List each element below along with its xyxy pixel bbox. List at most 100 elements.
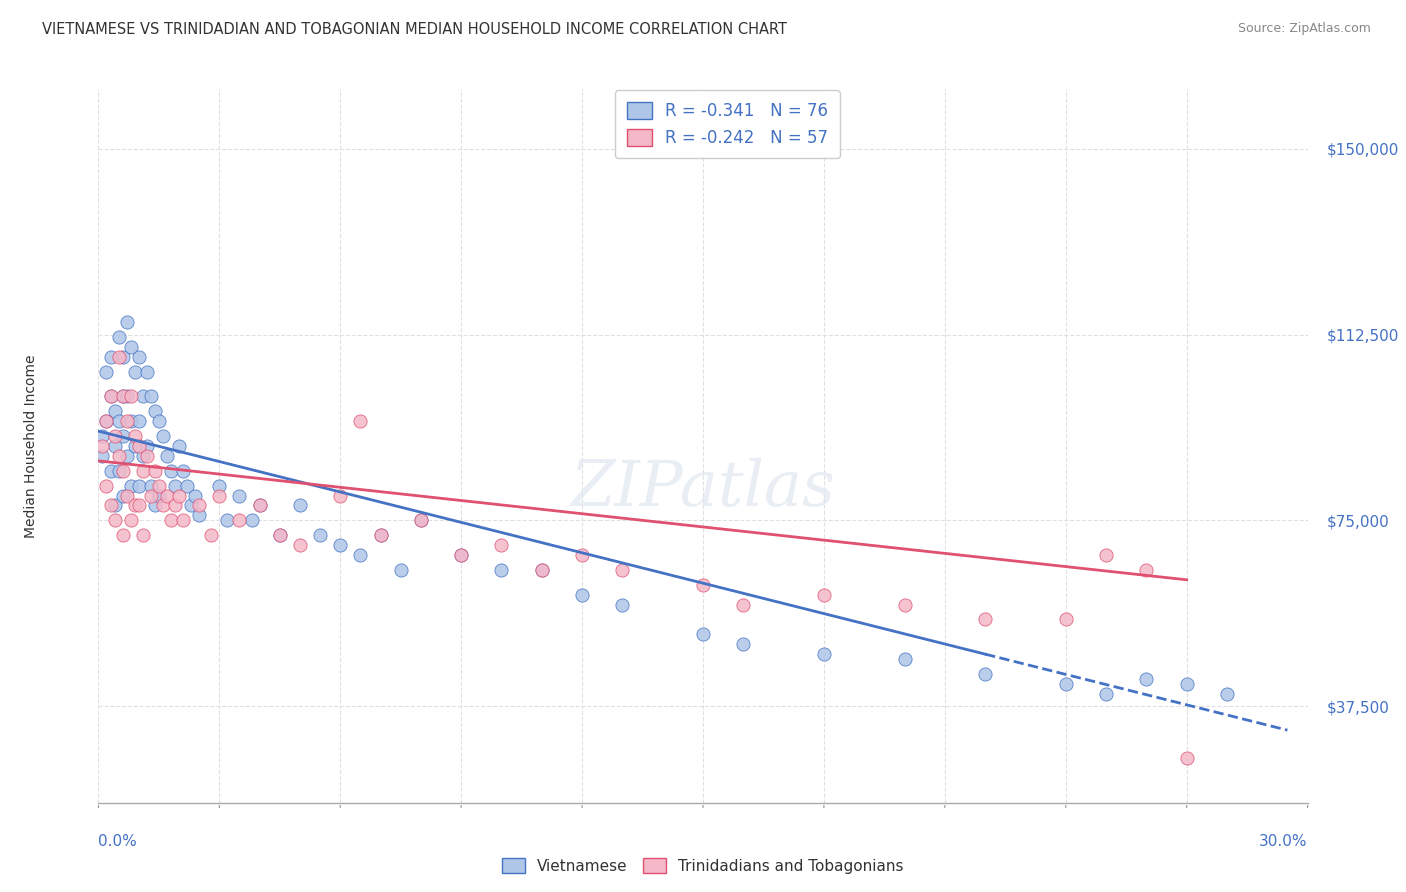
Point: [132, 464, 155, 478]
Point: [180, 499, 202, 513]
Point: [1054, 612, 1077, 626]
Point: [128, 414, 150, 428]
Point: [96, 414, 118, 428]
Point: [370, 528, 392, 542]
Point: [128, 350, 150, 364]
Point: [132, 389, 155, 403]
Point: [135, 439, 157, 453]
Point: [309, 528, 332, 542]
Point: [188, 499, 211, 513]
Point: [132, 528, 155, 542]
Point: [148, 478, 170, 492]
Text: Source: ZipAtlas.com: Source: ZipAtlas.com: [1237, 22, 1371, 36]
Point: [1175, 677, 1198, 691]
Point: [100, 499, 122, 513]
Point: [240, 513, 263, 527]
Point: [1054, 677, 1077, 691]
Point: [111, 389, 134, 403]
Point: [128, 499, 150, 513]
Point: [288, 538, 311, 552]
Point: [148, 414, 170, 428]
Point: [135, 365, 157, 379]
Point: [163, 478, 186, 492]
Point: [120, 513, 142, 527]
Point: [1135, 563, 1157, 577]
Point: [228, 489, 250, 503]
Point: [208, 489, 231, 503]
Legend: Vietnamese, Trinidadians and Tobagonians: Vietnamese, Trinidadians and Tobagonians: [496, 852, 910, 880]
Point: [733, 637, 755, 651]
Point: [120, 389, 142, 403]
Point: [111, 489, 134, 503]
Point: [163, 499, 186, 513]
Point: [612, 598, 634, 612]
Point: [491, 563, 513, 577]
Point: [450, 548, 472, 562]
Point: [111, 528, 134, 542]
Point: [148, 489, 170, 503]
Point: [139, 478, 162, 492]
Point: [115, 449, 138, 463]
Point: [96, 365, 118, 379]
Point: [156, 449, 179, 463]
Point: [288, 499, 311, 513]
Text: ZIPatlas: ZIPatlas: [571, 458, 835, 520]
Point: [128, 439, 150, 453]
Point: [176, 478, 198, 492]
Point: [103, 513, 125, 527]
Point: [491, 538, 513, 552]
Point: [143, 464, 166, 478]
Text: 0.0%: 0.0%: [98, 834, 138, 849]
Point: [115, 489, 138, 503]
Point: [96, 414, 118, 428]
Point: [139, 489, 162, 503]
Point: [91, 449, 114, 463]
Point: [156, 489, 179, 503]
Point: [103, 404, 125, 418]
Point: [450, 548, 472, 562]
Point: [120, 478, 142, 492]
Point: [329, 489, 352, 503]
Point: [349, 414, 371, 428]
Text: 30.0%: 30.0%: [1260, 834, 1308, 849]
Point: [160, 464, 183, 478]
Point: [115, 414, 138, 428]
Point: [571, 588, 593, 602]
Point: [107, 414, 129, 428]
Point: [217, 513, 239, 527]
Point: [813, 647, 835, 661]
Point: [103, 499, 125, 513]
Point: [120, 340, 142, 354]
Point: [152, 499, 174, 513]
Point: [115, 315, 138, 329]
Point: [167, 439, 190, 453]
Point: [115, 389, 138, 403]
Point: [188, 508, 211, 523]
Point: [120, 414, 142, 428]
Text: Median Household Income: Median Household Income: [24, 354, 38, 538]
Point: [1095, 548, 1118, 562]
Point: [124, 499, 146, 513]
Point: [692, 627, 714, 641]
Point: [530, 563, 553, 577]
Point: [160, 513, 183, 527]
Point: [124, 429, 146, 443]
Point: [107, 464, 129, 478]
Point: [208, 478, 231, 492]
Point: [143, 499, 166, 513]
Point: [329, 538, 352, 552]
Point: [349, 548, 371, 562]
Point: [1095, 687, 1118, 701]
Point: [733, 598, 755, 612]
Point: [152, 429, 174, 443]
Point: [893, 598, 915, 612]
Point: [96, 478, 118, 492]
Point: [91, 439, 114, 453]
Point: [228, 513, 250, 527]
Text: VIETNAMESE VS TRINIDADIAN AND TOBAGONIAN MEDIAN HOUSEHOLD INCOME CORRELATION CHA: VIETNAMESE VS TRINIDADIAN AND TOBAGONIAN…: [42, 22, 787, 37]
Point: [135, 449, 157, 463]
Point: [103, 439, 125, 453]
Point: [172, 464, 194, 478]
Legend: R = -0.341   N = 76, R = -0.242   N = 57: R = -0.341 N = 76, R = -0.242 N = 57: [614, 90, 839, 159]
Point: [107, 449, 129, 463]
